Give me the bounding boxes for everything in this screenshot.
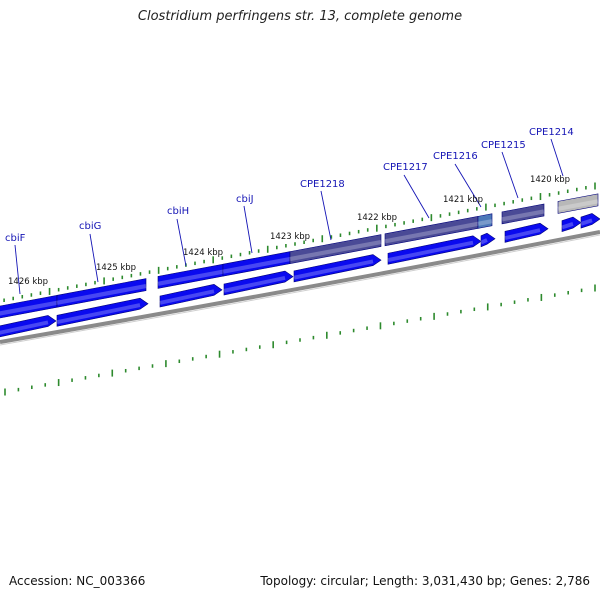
gene-feature-CPE1218-shade xyxy=(289,239,382,262)
kbp-label-layer: 1426 kbp 1425 kbp 1424 kbp 1423 kbp 1422… xyxy=(8,175,570,287)
callout-line-8 xyxy=(550,138,564,177)
gene-label-CPE1218[interactable]: CPE1218 xyxy=(300,179,345,190)
accession-text: Accession: NC_003366 xyxy=(9,574,146,588)
map-title: Clostridium perfringens str. 13, complet… xyxy=(137,9,463,24)
callout-layer xyxy=(14,138,564,295)
genome-summary-text: Topology: circular; Length: 3,031,430 bp… xyxy=(260,574,590,588)
gene-feature-CPE1216-shade xyxy=(477,219,493,226)
cds-feature-cbiH-shade xyxy=(159,289,215,305)
kbp-label-1423: 1423 kbp xyxy=(270,232,310,242)
cds-feature-CPE1214 xyxy=(561,216,582,233)
kbp-label-1424: 1424 kbp xyxy=(183,248,223,258)
gene-feature-cbiH-shade xyxy=(157,269,224,286)
gene-label-CPE1216[interactable]: CPE1216 xyxy=(433,151,478,162)
cds-feature-cbiG xyxy=(56,297,149,327)
cds-feature-CPE1217 xyxy=(387,235,482,265)
gene-feature-cbiJ-shade xyxy=(222,257,291,274)
kbp-label-1421: 1421 kbp xyxy=(443,195,483,205)
callout-line-7 xyxy=(501,151,519,199)
kbp-label-1426: 1426 kbp xyxy=(8,277,48,287)
feature-layer xyxy=(0,193,600,338)
cds-feature-CPE1218-shade xyxy=(293,259,374,280)
cds-feature-CPE1216-shade xyxy=(480,238,488,245)
callout-line-5 xyxy=(403,174,430,219)
gene-label-cbiH[interactable]: cbiH xyxy=(167,206,189,217)
cds-feature-CPE1215 xyxy=(504,222,549,243)
gene-feature-CPE1215-shade xyxy=(501,209,545,222)
cds-feature-cbiF-shade xyxy=(0,320,49,335)
kbp-label-1420: 1420 kbp xyxy=(530,175,570,185)
cds-feature-cbiJ xyxy=(223,270,294,296)
gene-label-cbiG[interactable]: cbiG xyxy=(79,221,101,232)
gene-feature-CPE1218 xyxy=(289,234,382,264)
genome-backbone xyxy=(0,230,600,344)
cds-feature-cbiJ-shade xyxy=(223,275,286,293)
gene-label-layer: cbiF cbiG cbiH cbiJ CPE1218 CPE1217 CPE1… xyxy=(5,127,574,244)
gene-feature-cbiF-shade xyxy=(0,300,58,316)
cds-feature-CPE1218 xyxy=(293,254,382,283)
cds-feature-CPE1216 xyxy=(480,232,496,248)
cds-feature-CPE1214-shade xyxy=(561,222,574,230)
kbp-label-1422: 1422 kbp xyxy=(357,213,397,223)
cds-feature-CPE1215-shade xyxy=(504,228,541,241)
cds-feature-next xyxy=(580,213,600,229)
gene-label-CPE1215[interactable]: CPE1215 xyxy=(481,140,526,151)
callout-line-3 xyxy=(243,205,253,254)
kbp-label-1425: 1425 kbp xyxy=(96,263,136,273)
gene-feature-CPE1216 xyxy=(477,213,493,229)
gene-feature-CPE1215 xyxy=(501,203,545,225)
cds-feature-CPE1217-shade xyxy=(387,240,474,262)
gene-feature-CPE1214 xyxy=(557,193,599,214)
gene-feature-cbiG xyxy=(56,278,147,308)
genome-backbone-highlight xyxy=(0,234,600,346)
gene-label-CPE1217[interactable]: CPE1217 xyxy=(383,162,428,173)
cds-feature-cbiH xyxy=(159,284,223,308)
cds-feature-cbiG-shade xyxy=(56,303,141,325)
backbone-layer xyxy=(0,230,600,346)
cds-feature-cbiF xyxy=(0,315,57,338)
gene-label-cbiJ[interactable]: cbiJ xyxy=(236,194,254,205)
cds-feature-next-shade xyxy=(580,218,593,226)
callout-line-0 xyxy=(14,244,21,295)
callout-line-4 xyxy=(320,190,332,241)
gene-label-CPE1214[interactable]: CPE1214 xyxy=(529,127,574,138)
gene-feature-CPE1214-shade xyxy=(557,199,599,211)
gene-label-cbiF[interactable]: cbiF xyxy=(5,233,26,244)
gene-feature-cbiG-shade xyxy=(56,284,147,305)
gene-feature-CPE1217-shade xyxy=(384,221,479,244)
callout-line-6 xyxy=(454,163,482,208)
callout-line-2 xyxy=(176,218,187,267)
callout-line-1 xyxy=(89,233,99,283)
